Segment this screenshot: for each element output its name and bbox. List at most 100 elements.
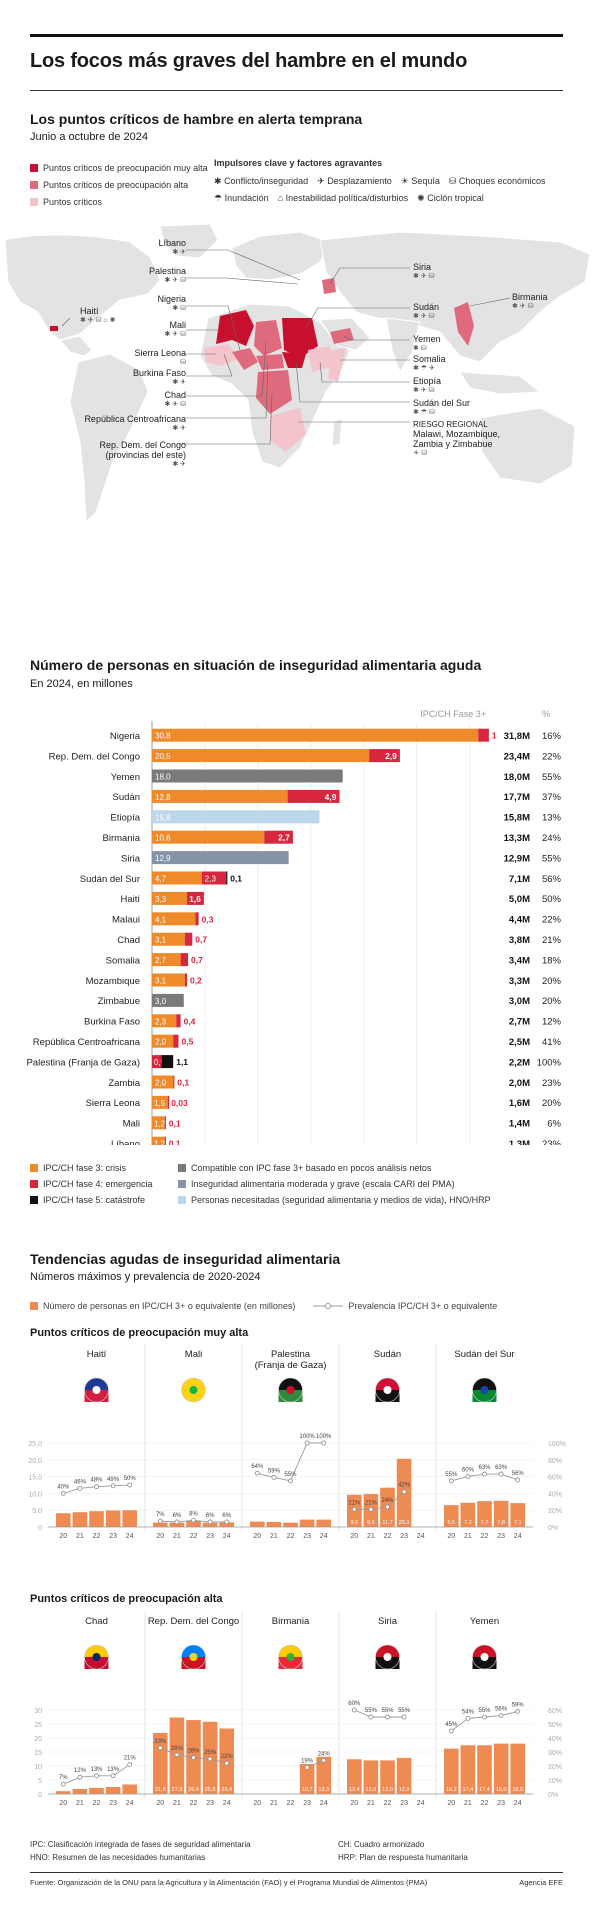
prevalence-label: 6% xyxy=(222,1513,231,1519)
trends-subtitle: Números máximos y prevalencia de 2020-20… xyxy=(30,1271,261,1283)
bar-value-label: 9,6 xyxy=(350,1520,358,1526)
category-label: Rep. Dem. del Congo xyxy=(49,751,140,762)
flag-icon xyxy=(472,1377,497,1403)
year-tick-label: 22 xyxy=(384,1533,392,1540)
category-label: Palestina (Franja de Gaza) xyxy=(26,1057,140,1068)
political-icon: ⌂ xyxy=(277,193,284,203)
flag-band xyxy=(84,1390,109,1402)
country-label: Sudán del Sur xyxy=(413,398,471,408)
category-label: Sudán del Sur xyxy=(80,874,140,885)
bar-value-label: 1,6 xyxy=(189,894,201,904)
y2-tick-label: 40% xyxy=(548,1491,562,1498)
country-label: Palestina xyxy=(148,266,186,276)
prevalence-label: 6% xyxy=(173,1513,182,1519)
bar-segment-f5 xyxy=(226,871,228,885)
trend-bar xyxy=(510,1503,525,1527)
conflict-icon: ✱ xyxy=(214,176,222,186)
bar-value-label: 1 xyxy=(492,731,497,741)
label-burkina: Burkina Faso ✱ ✈ xyxy=(133,368,186,386)
year-tick-label: 23 xyxy=(400,1800,408,1807)
flag-emblem xyxy=(286,1653,295,1661)
y2-tick-label: 20% xyxy=(548,1764,562,1771)
category-label: Yemen xyxy=(111,772,140,783)
driver-label: Ciclón tropical xyxy=(427,193,484,203)
prevalence-label: 24% xyxy=(381,1498,394,1504)
prevalence-point xyxy=(498,1713,504,1718)
bar-segment-f3 xyxy=(152,973,185,987)
prevalence-point xyxy=(368,1714,374,1720)
leader-line xyxy=(186,341,267,397)
label-sierra-leona: Sierra Leona ⛁ xyxy=(134,348,186,366)
total-value: 3,8M xyxy=(509,935,530,946)
prevalence-point xyxy=(498,1471,504,1477)
percent-value: 37% xyxy=(542,792,562,803)
bar-segment-f3 xyxy=(152,912,196,926)
prevalence-label: 21% xyxy=(348,1500,361,1506)
bar-value-label: 27,3 xyxy=(172,1787,183,1793)
prevalence-label: 59% xyxy=(268,1468,281,1474)
prevalence-point xyxy=(60,1490,66,1496)
prevalence-point xyxy=(385,1504,390,1510)
prevalence-point xyxy=(157,1745,163,1751)
prevalence-label: 56% xyxy=(512,1471,525,1477)
bar-value-label: 21,8 xyxy=(155,1787,166,1793)
label-palestina: Palestina ✱ ✈ ⛁ xyxy=(149,266,186,284)
year-tick-label: 20 xyxy=(253,1533,261,1540)
prevalence-point xyxy=(482,1714,487,1720)
year-tick-label: 23 xyxy=(400,1533,408,1540)
trend-bar xyxy=(444,1748,459,1794)
bar-value-label: 4,1 xyxy=(155,915,167,924)
bar-value-label: 0,7 xyxy=(195,935,207,945)
legend-swatch xyxy=(30,180,38,189)
prevalence-label: 55% xyxy=(365,1708,378,1714)
year-tick-label: 23 xyxy=(206,1800,214,1807)
trend-chart-very-high: 0 5,0 10,0 15,0 20,0 25,0 0% 20% 40% 60% 80% 100% Ha… xyxy=(28,1345,566,1540)
year-tick-label: 24 xyxy=(320,1533,328,1540)
bar-value-label: 10,7 xyxy=(302,1787,313,1793)
year-tick-label: 24 xyxy=(126,1533,134,1540)
prevalence-label: 19% xyxy=(301,1758,314,1764)
driver-cyclone: ✺ Ciclón tropical xyxy=(417,193,484,204)
year-tick-label: 23 xyxy=(497,1533,505,1540)
total-value: 1,4M xyxy=(509,1119,530,1130)
year-tick-label: 24 xyxy=(223,1533,231,1540)
percent-value: 12% xyxy=(542,1017,562,1028)
bar-segment-f4 xyxy=(180,953,189,967)
year-tick-label: 20 xyxy=(447,1800,455,1807)
country-label: Líbano xyxy=(158,238,186,248)
year-tick-label: 21 xyxy=(270,1800,278,1807)
label-rca: República Centroafricana ✱ ✈ xyxy=(84,414,186,432)
legend-f3: IPC/CH fase 3: crisis xyxy=(30,1163,126,1173)
y2-tick-label: 40% xyxy=(548,1736,562,1743)
bar-value-label: 12,9 xyxy=(155,854,171,863)
prevalence-point xyxy=(110,1773,116,1779)
panel-title: Mali xyxy=(185,1349,202,1360)
prevalence-label: 55% xyxy=(284,1472,297,1478)
bar-segment-f4 xyxy=(164,1116,166,1130)
panel-title: Sudán xyxy=(374,1349,401,1360)
bar-value-label: 1,1 xyxy=(176,1057,188,1067)
prevalence-label: 13% xyxy=(107,1767,120,1773)
trend-bar xyxy=(316,1519,331,1527)
drivers-icons: ✱ ✈ xyxy=(172,249,186,256)
flag-emblem xyxy=(286,1386,295,1394)
flag-emblem xyxy=(383,1653,392,1661)
group1-title: Puntos críticos de preocupación muy alta xyxy=(30,1327,249,1339)
panel-title: Haití xyxy=(87,1349,107,1360)
leader-line xyxy=(329,267,410,285)
leader-line xyxy=(180,393,273,445)
continent-central-america xyxy=(59,335,93,357)
year-tick-label: 21 xyxy=(173,1800,181,1807)
flag-icon xyxy=(84,1644,109,1670)
prevalence-label: 55% xyxy=(445,1472,458,1478)
prevalence-point xyxy=(351,1506,357,1512)
displacement-icon: ✈ xyxy=(317,176,325,186)
total-value: 12,9M xyxy=(504,853,530,864)
bar-value-label: 12,4 xyxy=(349,1787,360,1793)
bar-value-label: 17,4 xyxy=(463,1787,474,1793)
footer-note: CH: Cuadro armonizado xyxy=(338,1840,425,1849)
trend-bar xyxy=(283,1522,298,1527)
region-syria xyxy=(322,278,336,294)
prevalence-point xyxy=(271,1475,277,1480)
trend-bar xyxy=(219,1522,234,1527)
